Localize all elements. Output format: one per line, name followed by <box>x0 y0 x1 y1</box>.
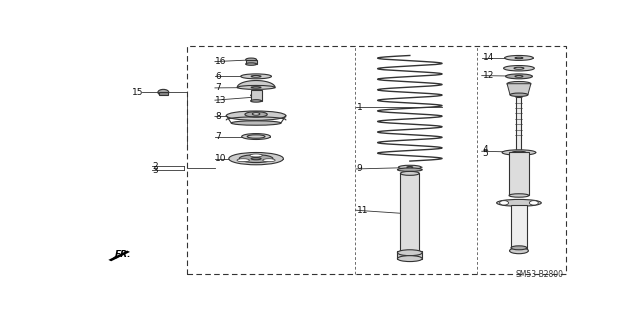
Ellipse shape <box>251 158 261 160</box>
Text: 12: 12 <box>483 71 494 80</box>
Text: 16: 16 <box>216 57 227 66</box>
Bar <box>246 60 257 64</box>
Ellipse shape <box>497 199 541 206</box>
Bar <box>401 173 419 256</box>
Text: 13: 13 <box>216 96 227 105</box>
Text: 2: 2 <box>152 162 157 171</box>
Ellipse shape <box>246 63 257 65</box>
Ellipse shape <box>245 112 268 117</box>
Ellipse shape <box>504 65 534 71</box>
Ellipse shape <box>502 150 536 155</box>
Ellipse shape <box>509 194 529 197</box>
Polygon shape <box>110 256 118 261</box>
Ellipse shape <box>507 82 531 86</box>
Text: 8: 8 <box>216 112 221 121</box>
Ellipse shape <box>239 155 273 163</box>
Ellipse shape <box>500 201 509 205</box>
Ellipse shape <box>227 111 286 120</box>
Bar <box>251 90 262 101</box>
Ellipse shape <box>237 159 250 162</box>
Text: 5: 5 <box>483 149 488 158</box>
Ellipse shape <box>504 56 533 60</box>
Ellipse shape <box>252 113 260 115</box>
Bar <box>516 97 522 152</box>
Ellipse shape <box>237 85 275 89</box>
Text: 10: 10 <box>216 154 227 163</box>
Ellipse shape <box>510 93 528 96</box>
Ellipse shape <box>241 74 271 79</box>
Ellipse shape <box>512 151 526 154</box>
Ellipse shape <box>529 201 538 205</box>
Ellipse shape <box>407 167 413 168</box>
Bar <box>187 46 566 274</box>
Text: FR.: FR. <box>115 249 131 259</box>
Text: 7: 7 <box>216 132 221 141</box>
Ellipse shape <box>251 94 262 97</box>
Text: 9: 9 <box>356 165 362 174</box>
Ellipse shape <box>511 246 527 250</box>
Ellipse shape <box>251 100 262 102</box>
Ellipse shape <box>506 74 532 79</box>
Polygon shape <box>507 84 531 95</box>
Bar <box>397 251 422 259</box>
FancyArrow shape <box>108 250 130 261</box>
Ellipse shape <box>252 136 260 137</box>
Ellipse shape <box>401 171 419 175</box>
Ellipse shape <box>515 57 523 59</box>
Ellipse shape <box>158 89 169 95</box>
Ellipse shape <box>397 256 422 262</box>
Ellipse shape <box>251 76 261 77</box>
Ellipse shape <box>229 152 284 165</box>
Text: 3: 3 <box>152 167 157 175</box>
Text: SM53-B2800: SM53-B2800 <box>516 271 564 279</box>
Text: 14: 14 <box>483 53 494 63</box>
Ellipse shape <box>251 87 261 88</box>
Ellipse shape <box>247 135 265 138</box>
Bar <box>509 152 529 196</box>
Ellipse shape <box>401 253 419 258</box>
Bar <box>159 92 168 95</box>
Ellipse shape <box>515 76 523 77</box>
Ellipse shape <box>242 134 271 139</box>
Ellipse shape <box>250 154 262 157</box>
Text: 4: 4 <box>483 145 488 154</box>
Ellipse shape <box>263 159 275 162</box>
Ellipse shape <box>231 121 281 125</box>
Ellipse shape <box>509 248 529 254</box>
Bar <box>511 205 527 251</box>
Text: 15: 15 <box>132 88 143 97</box>
Ellipse shape <box>397 168 422 171</box>
Ellipse shape <box>399 165 421 169</box>
Ellipse shape <box>246 58 257 61</box>
Text: 7: 7 <box>216 83 221 93</box>
Text: 11: 11 <box>356 206 368 215</box>
Ellipse shape <box>397 250 422 256</box>
Text: 6: 6 <box>216 72 221 81</box>
Text: 1: 1 <box>356 102 362 112</box>
Ellipse shape <box>514 67 524 69</box>
